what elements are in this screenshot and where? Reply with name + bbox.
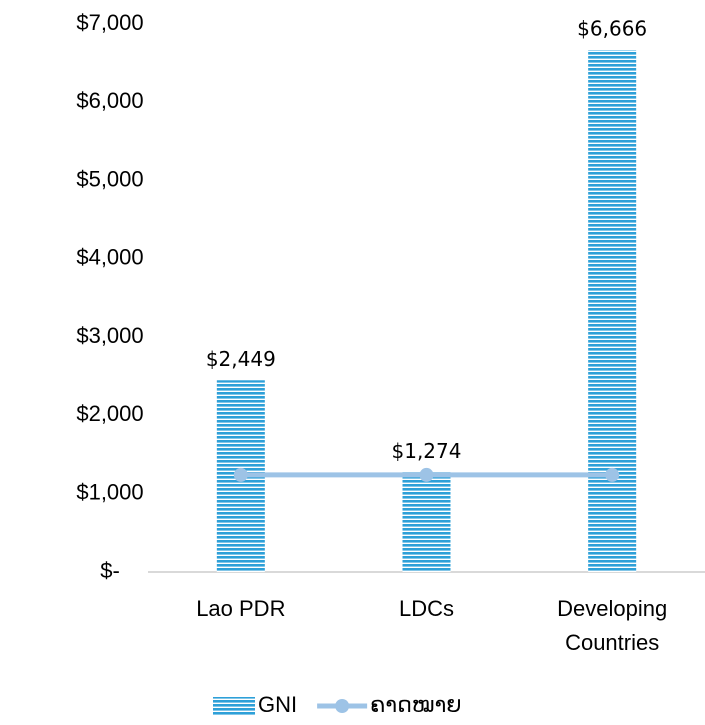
data-label: $2,449 — [206, 347, 276, 371]
x-tick-label: LDCs — [399, 596, 454, 621]
y-tick-label: $7,000 — [76, 10, 143, 35]
legend-label: ຄາດໝາຍ — [370, 692, 461, 717]
legend-swatch — [213, 697, 255, 715]
y-tick-label: $1,000 — [76, 480, 143, 505]
bar — [402, 472, 451, 572]
y-tick-label: $6,000 — [76, 88, 143, 113]
x-tick-label: Developing Countries — [557, 596, 667, 655]
y-tick-label: $3,000 — [76, 323, 143, 348]
line-marker — [605, 467, 620, 482]
bar — [588, 50, 637, 573]
y-tick-label: $5,000 — [76, 166, 143, 191]
y-tick-label: $- — [100, 558, 120, 583]
line-marker — [233, 467, 248, 482]
y-tick-label: $4,000 — [76, 245, 143, 270]
legend-label: GNI — [258, 692, 297, 717]
data-label: $6,666 — [577, 17, 647, 41]
legend-marker — [335, 699, 350, 713]
y-tick-label: $2,000 — [76, 401, 143, 426]
x-tick-label: Lao PDR — [196, 596, 285, 621]
line-marker — [419, 467, 434, 482]
data-label: $1,274 — [392, 439, 462, 463]
